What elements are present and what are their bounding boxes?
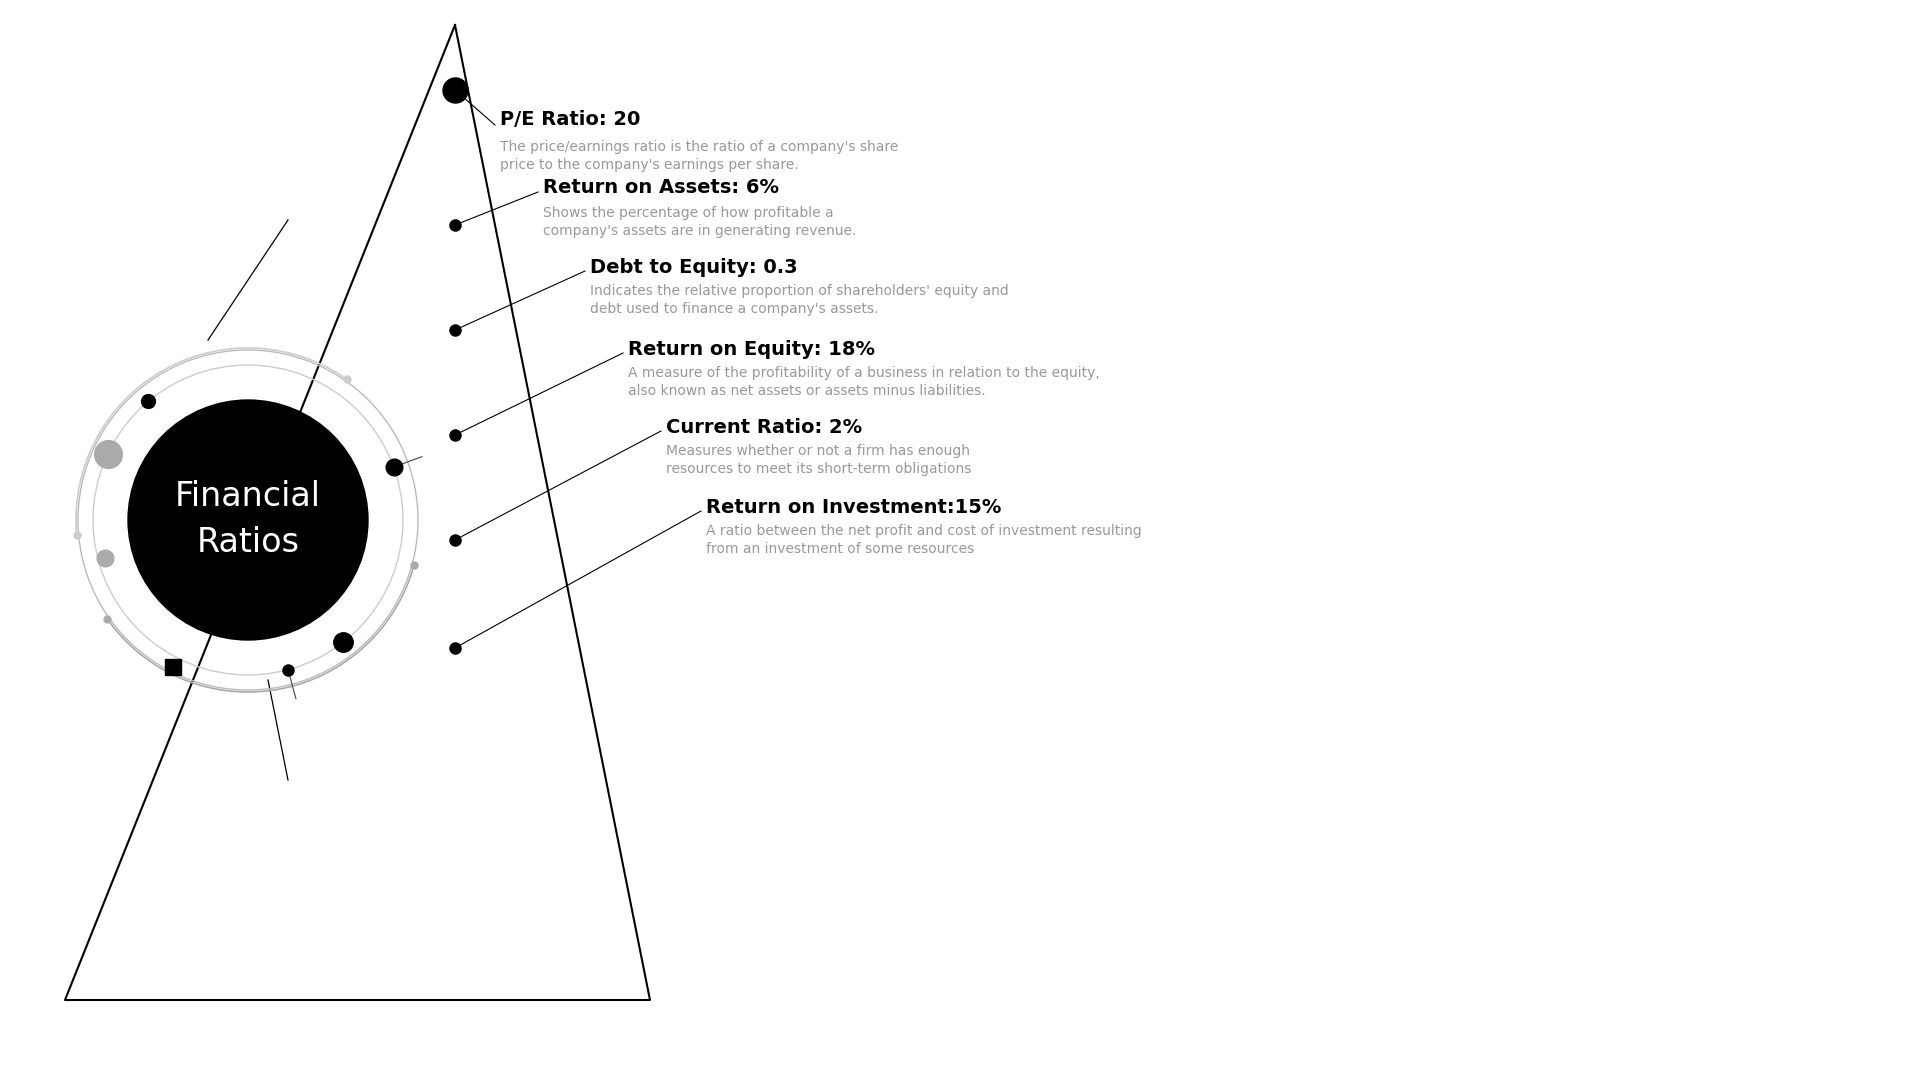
Text: Debt to Equity: 0.3: Debt to Equity: 0.3 (589, 258, 797, 276)
Text: Measures whether or not a firm has enough
resources to meet its short-term oblig: Measures whether or not a firm has enoug… (666, 444, 972, 476)
Text: Indicates the relative proportion of shareholders' equity and
debt used to finan: Indicates the relative proportion of sha… (589, 284, 1008, 316)
Circle shape (129, 400, 369, 640)
Text: P/E Ratio: 20: P/E Ratio: 20 (499, 110, 641, 129)
Text: A measure of the profitability of a business in relation to the equity,
also kno: A measure of the profitability of a busi… (628, 366, 1100, 399)
Text: Financial
Ratios: Financial Ratios (175, 481, 321, 559)
Text: Current Ratio: 2%: Current Ratio: 2% (666, 418, 862, 437)
Text: The price/earnings ratio is the ratio of a company's share
price to the company': The price/earnings ratio is the ratio of… (499, 140, 899, 173)
Text: Return on Investment:15%: Return on Investment:15% (707, 498, 1002, 517)
Text: Return on Equity: 18%: Return on Equity: 18% (628, 340, 876, 359)
Text: Shows the percentage of how profitable a
company's assets are in generating reve: Shows the percentage of how profitable a… (543, 206, 856, 239)
Text: Return on Assets: 6%: Return on Assets: 6% (543, 178, 780, 197)
Text: A ratio between the net profit and cost of investment resulting
from an investme: A ratio between the net profit and cost … (707, 524, 1142, 556)
